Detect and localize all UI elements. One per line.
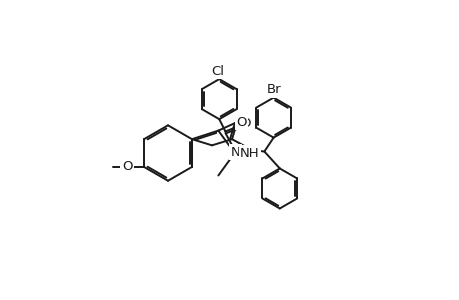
Text: Br: Br (267, 83, 281, 96)
Text: O: O (235, 116, 246, 129)
Text: N: N (230, 146, 240, 159)
Text: NH: NH (240, 146, 259, 160)
Text: O: O (122, 160, 132, 173)
Text: O: O (240, 117, 250, 130)
Text: Cl: Cl (211, 65, 224, 78)
